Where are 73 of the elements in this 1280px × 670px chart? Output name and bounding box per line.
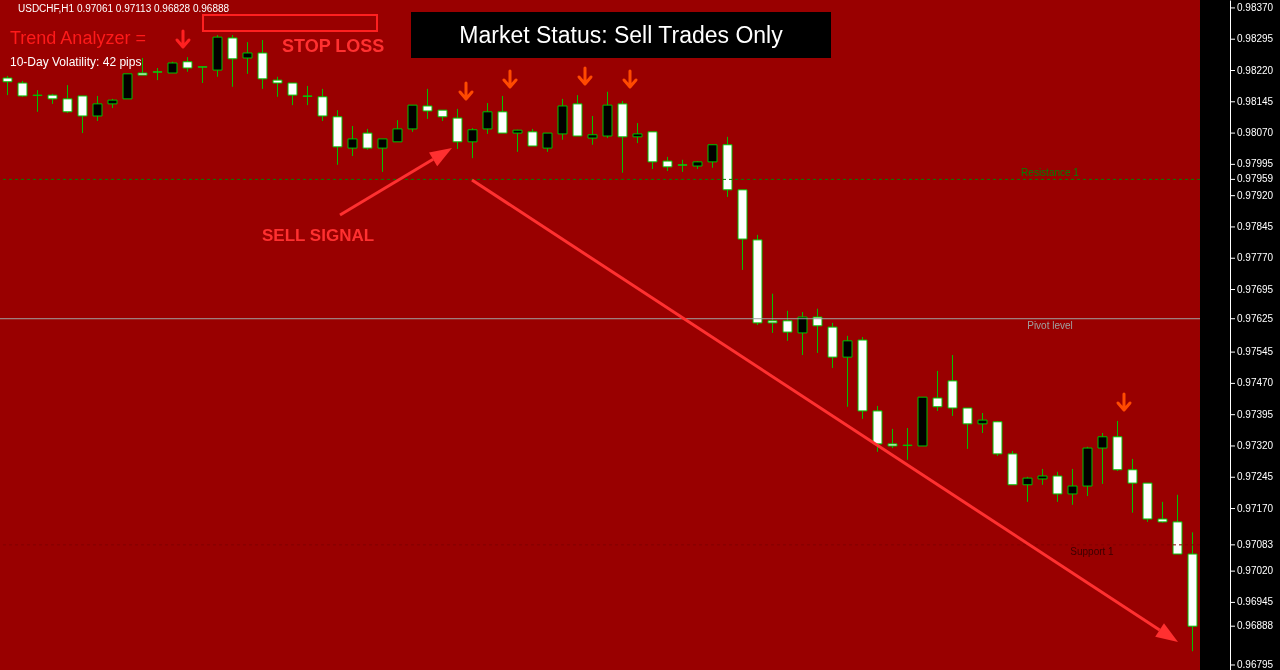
candlestick: [467, 127, 478, 159]
candlestick: [887, 428, 898, 449]
candlestick: [302, 85, 313, 106]
y-tick-label: 0.97845: [1237, 220, 1274, 232]
annotation: 10-Day Volatility: 42 pips: [10, 55, 142, 69]
candlestick: [392, 119, 403, 143]
candlestick: [1022, 476, 1033, 503]
y-tick-label: 0.97959: [1237, 173, 1274, 185]
candlestick: [62, 84, 73, 114]
candlestick: [452, 108, 463, 150]
candlestick: [932, 370, 943, 412]
candlestick: [587, 115, 598, 146]
y-tick-label: 0.97695: [1237, 283, 1274, 295]
ref-line-label: Support 1: [1070, 545, 1115, 557]
y-tick-label: 0.97920: [1237, 189, 1274, 201]
y-tick-label: 0.98145: [1237, 95, 1274, 107]
candlestick: [497, 95, 508, 134]
candlestick: [32, 89, 43, 113]
candlestick: [1097, 432, 1108, 485]
candlestick: [1052, 471, 1063, 503]
y-tick-label: 0.98070: [1237, 127, 1274, 139]
candlestick: [962, 407, 973, 450]
y-tick-label: 0.97320: [1237, 439, 1274, 451]
annotation: Trend Analyzer =: [10, 28, 146, 49]
y-tick-label: 0.97625: [1237, 312, 1274, 324]
candlestick: [422, 88, 433, 120]
candlestick: [197, 66, 208, 84]
y-tick-label: 0.96945: [1237, 596, 1274, 608]
y-tick-label: 0.97770: [1237, 252, 1274, 264]
candlestick: [1127, 458, 1138, 514]
ref-line-label: Pivot level: [1027, 319, 1073, 331]
candlestick: [347, 125, 358, 157]
annotation: STOP LOSS: [282, 36, 385, 57]
y-tick-label: 0.97170: [1237, 502, 1274, 514]
candlestick: [902, 427, 913, 461]
candlestick: [782, 310, 793, 342]
candlestick: [767, 293, 778, 334]
candlestick: [242, 41, 253, 75]
candlestick: [1157, 501, 1168, 524]
y-tick-label: 0.97083: [1237, 538, 1274, 550]
candlestick: [1067, 468, 1078, 506]
candlestick: [632, 122, 643, 144]
y-tick-label: 0.98370: [1237, 1, 1274, 13]
candlestick: [317, 88, 328, 122]
candlestick: [707, 144, 718, 169]
candlestick: [77, 95, 88, 134]
candlestick: [272, 76, 283, 98]
y-tick-label: 0.98220: [1237, 64, 1274, 76]
candlestick: [482, 102, 493, 135]
candlestick: [542, 132, 553, 153]
y-tick-label: 0.97545: [1237, 346, 1274, 358]
candlestick: [362, 128, 373, 151]
y-tick-label: 0.97020: [1237, 565, 1274, 577]
candlestick: [2, 75, 13, 96]
candlestick: [797, 311, 808, 356]
y-tick-label: 0.96888: [1237, 620, 1274, 632]
candlestick: [92, 95, 103, 122]
y-tick-label: 0.96795: [1237, 658, 1274, 670]
y-tick-label: 0.97395: [1237, 408, 1274, 420]
y-tick-label: 0.97995: [1237, 158, 1274, 170]
annotation: SELL SIGNAL: [262, 226, 375, 246]
candlestick: [842, 335, 853, 408]
candlestick: [227, 34, 238, 88]
candlestick: [287, 82, 298, 106]
candlestick: [977, 412, 988, 434]
chart-title: USDCHF,H1 0.97061 0.97113 0.96828 0.96888: [18, 3, 230, 14]
candlestick: [407, 104, 418, 133]
candlestick: [377, 138, 388, 173]
y-tick-label: 0.98295: [1237, 33, 1274, 45]
y-tick-label: 0.97470: [1237, 377, 1274, 389]
candlestick: [812, 308, 823, 354]
ref-line-label: Resistance 1: [1021, 167, 1080, 179]
y-tick-label: 0.97245: [1237, 471, 1274, 483]
